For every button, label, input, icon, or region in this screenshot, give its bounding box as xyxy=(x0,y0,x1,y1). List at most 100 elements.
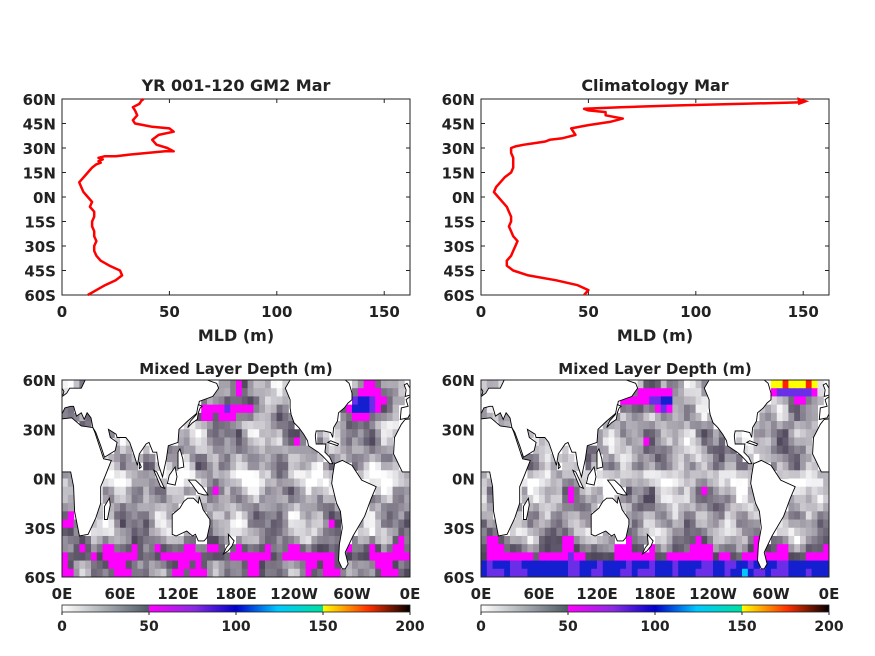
heatmap-cell xyxy=(381,396,388,406)
heatmap-cell xyxy=(678,503,685,512)
heatmap-cell xyxy=(521,478,528,488)
heatmap-cell xyxy=(195,462,202,471)
heatmap-cell xyxy=(689,519,697,529)
heatmap-cell xyxy=(776,527,784,537)
heatmap-cell xyxy=(294,453,301,463)
heatmap-cell xyxy=(794,552,801,562)
heatmap-cell xyxy=(299,568,307,577)
heatmap-cell xyxy=(108,560,115,570)
heatmap-cell xyxy=(579,560,586,570)
mld-heatmap-cells xyxy=(481,380,829,577)
heatmap-cell xyxy=(317,437,324,447)
heatmap-cell xyxy=(800,519,807,529)
heatmap-cell xyxy=(759,437,766,447)
heatmap-cell xyxy=(568,486,575,496)
heatmap-cell xyxy=(189,470,196,480)
heatmap-cell xyxy=(655,544,662,553)
heatmap-cell xyxy=(776,519,784,529)
heatmap-cell xyxy=(305,568,312,577)
heatmap-cell xyxy=(678,568,685,577)
heatmap-cell xyxy=(788,568,795,577)
heatmap-cell xyxy=(730,568,737,577)
heatmap-cell xyxy=(666,388,673,398)
map-frame xyxy=(480,379,830,578)
heatmap-cell xyxy=(655,412,662,422)
heatmap-cell xyxy=(166,544,173,553)
heatmap-cell xyxy=(207,560,214,570)
heatmap-cell xyxy=(510,544,517,553)
heatmap-cell xyxy=(299,503,307,512)
heatmap-cell xyxy=(375,535,382,545)
heatmap-cell xyxy=(736,552,743,562)
heatmap-cell xyxy=(392,421,399,430)
y-tick-label: 15S xyxy=(443,214,475,232)
heatmap-cell xyxy=(212,535,220,545)
heatmap-cell xyxy=(684,462,691,471)
heatmap-cell xyxy=(707,421,714,430)
heatmap-cell xyxy=(369,380,376,389)
heatmap-cell xyxy=(562,478,569,488)
heatmap-cell xyxy=(230,527,237,537)
heatmap-cell xyxy=(742,544,749,553)
heatmap-cell xyxy=(533,462,540,471)
heatmap-cell xyxy=(317,453,324,463)
heatmap-cell xyxy=(631,453,639,463)
heatmap-cell xyxy=(788,412,795,422)
heatmap-cell xyxy=(782,462,789,471)
heatmap-cell xyxy=(357,421,365,430)
heatmap-cell xyxy=(62,494,69,504)
heatmap-cell xyxy=(707,486,714,496)
heatmap-cell xyxy=(218,519,225,529)
heatmap-cell xyxy=(392,380,399,389)
heatmap-cell xyxy=(311,470,318,480)
heatmap-cell xyxy=(276,494,283,504)
heatmap-cell xyxy=(369,552,376,562)
heatmap-cell xyxy=(149,486,156,496)
heatmap-cell xyxy=(328,445,336,455)
heatmap-cell xyxy=(125,478,133,488)
heatmap-cell xyxy=(120,560,127,570)
heatmap-cell xyxy=(218,535,225,545)
heatmap-cell xyxy=(114,462,121,471)
heatmap-cell xyxy=(626,437,633,447)
heatmap-cell xyxy=(381,527,388,537)
heatmap-cell xyxy=(626,544,633,553)
heatmap-cell xyxy=(149,494,156,504)
heatmap-cell xyxy=(684,380,691,389)
heatmap-cell xyxy=(672,453,679,463)
heatmap-cell xyxy=(340,453,347,463)
heatmap-cell xyxy=(533,535,540,545)
heatmap-cell xyxy=(236,412,243,422)
heatmap-cell xyxy=(701,437,708,447)
heatmap-cell xyxy=(207,462,214,471)
heatmap-cell xyxy=(265,421,272,430)
heatmap-cell xyxy=(631,527,639,537)
heatmap-cell xyxy=(392,412,399,422)
heatmap-cell xyxy=(375,388,382,398)
heatmap-cell xyxy=(276,470,283,480)
heatmap-cell xyxy=(236,404,243,414)
heatmap-cell xyxy=(381,494,388,504)
heatmap-cell xyxy=(137,560,144,570)
heatmap-cell xyxy=(689,511,697,521)
heatmap-cell xyxy=(573,511,581,521)
heatmap-cell xyxy=(672,568,679,577)
heatmap-cell xyxy=(666,494,673,504)
heatmap-cell xyxy=(357,404,365,414)
heatmap-cell xyxy=(771,429,778,439)
heatmap-cell xyxy=(602,445,610,455)
heatmap-cell xyxy=(678,388,685,398)
heatmap-cell xyxy=(305,535,312,545)
heatmap-cell xyxy=(689,380,697,389)
heatmap-cell xyxy=(533,437,540,447)
heatmap-cell xyxy=(224,388,231,398)
heatmap-cell xyxy=(392,470,399,480)
heatmap-cell xyxy=(498,412,505,422)
heatmap-cell xyxy=(236,396,243,406)
heatmap-cell xyxy=(643,421,650,430)
heatmap-cell xyxy=(550,486,557,496)
heatmap-cell xyxy=(823,519,829,529)
heatmap-cell xyxy=(305,445,312,455)
heatmap-cell xyxy=(579,494,586,504)
coastline-eurasia-wrap xyxy=(399,396,410,420)
